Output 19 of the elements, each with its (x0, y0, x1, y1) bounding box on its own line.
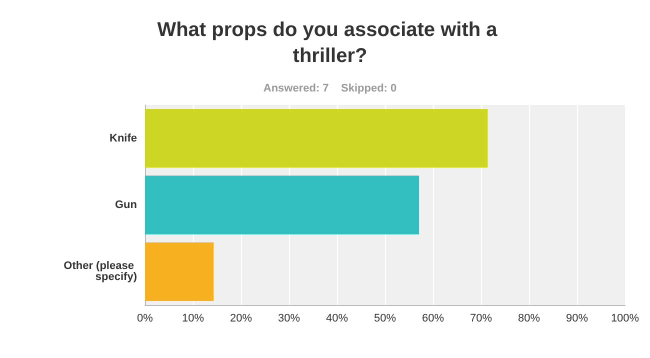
chart-title: What props do you associate with a thriller? (157, 19, 503, 67)
x-tick-label: 0% (137, 312, 154, 324)
y-tick-label: Knife (110, 132, 137, 144)
x-tick-label: 30% (278, 312, 300, 324)
x-tick-label: 10% (182, 312, 204, 324)
x-tick-label: 70% (470, 312, 492, 324)
x-tick-label: 50% (374, 312, 396, 324)
x-tick-label: 20% (230, 312, 252, 324)
x-tick-label: 90% (566, 312, 588, 324)
x-tick-label: 100% (610, 312, 640, 324)
bar (145, 242, 214, 301)
chart-subtitle: Answered: 7 Skipped: 0 (263, 82, 397, 94)
x-tick-label: 60% (422, 312, 444, 324)
x-tick-label: 40% (326, 312, 348, 324)
x-tick-label: 80% (518, 312, 540, 324)
bar (145, 176, 420, 234)
y-tick-label: Other (please specify) (64, 260, 138, 284)
y-tick-label: Gun (115, 199, 138, 211)
bar (145, 109, 488, 168)
